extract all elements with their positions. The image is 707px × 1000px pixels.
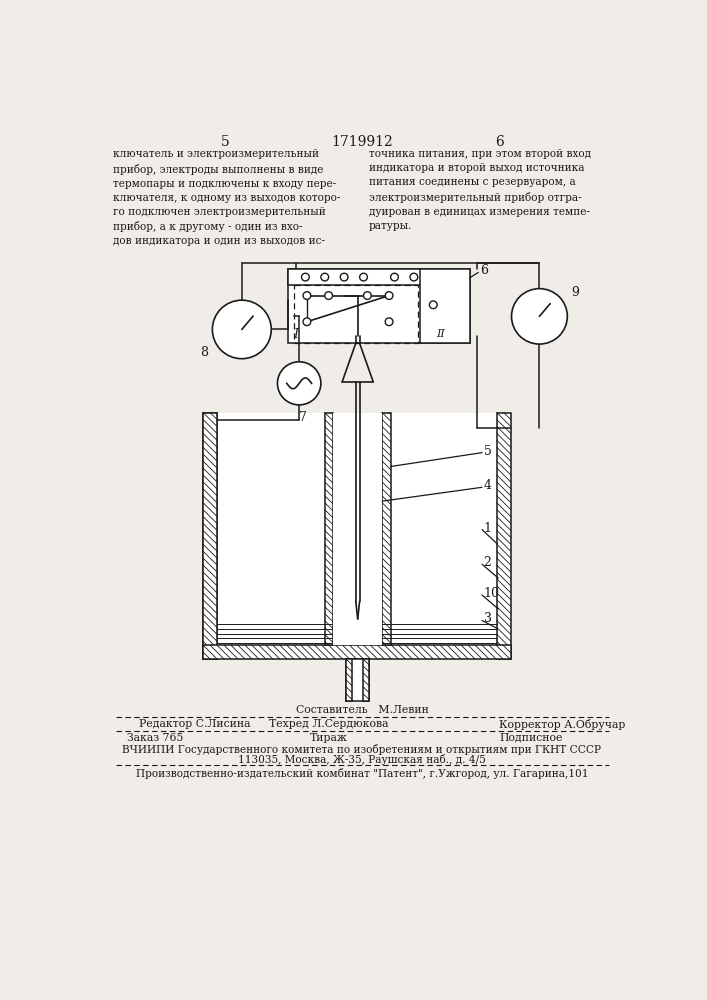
Text: 113035, Москва, Ж-35, Раушская наб., д. 4/5: 113035, Москва, Ж-35, Раушская наб., д. …	[238, 754, 486, 765]
Text: 9: 9	[571, 286, 579, 299]
Bar	[363, 659, 369, 701]
Text: 4: 4	[484, 479, 491, 492]
Bar	[288, 269, 423, 285]
Bar	[325, 413, 333, 645]
Bar	[203, 645, 510, 659]
Text: Корректор А.Обручар: Корректор А.Обручар	[499, 719, 626, 730]
Bar	[203, 413, 217, 659]
Circle shape	[429, 301, 437, 309]
Bar	[420, 269, 469, 343]
Text: 6: 6	[495, 135, 503, 149]
Bar	[288, 269, 469, 343]
Bar	[497, 413, 510, 659]
Text: 10: 10	[484, 587, 500, 600]
Text: 3: 3	[484, 612, 491, 625]
Text: 5: 5	[484, 445, 491, 458]
Circle shape	[391, 273, 398, 281]
Circle shape	[277, 362, 321, 405]
Circle shape	[363, 292, 371, 299]
Text: ВЧИИПИ Государственного комитета по изобретениям и открытиям при ГКНТ СССР: ВЧИИПИ Государственного комитета по изоб…	[122, 744, 602, 755]
Bar	[203, 413, 217, 659]
Bar	[346, 659, 352, 701]
Circle shape	[360, 273, 368, 281]
Circle shape	[303, 318, 311, 326]
Text: Производственно-издательский комбинат "Патент", г.Ужгород, ул. Гагарина,101: Производственно-издательский комбинат "П…	[136, 768, 588, 779]
Circle shape	[385, 318, 393, 326]
Text: Заказ 765: Заказ 765	[127, 733, 184, 743]
Circle shape	[385, 292, 393, 299]
Text: II: II	[437, 329, 445, 339]
Bar	[203, 413, 510, 659]
Text: 1: 1	[484, 522, 491, 535]
Text: ключатель и электроизмерительный
прибор, электроды выполнены в виде
термопары и : ключатель и электроизмерительный прибор,…	[113, 149, 341, 246]
Text: Техред Л.Сердюкова: Техред Л.Сердюкова	[269, 719, 388, 729]
Circle shape	[340, 273, 348, 281]
Text: I: I	[293, 328, 298, 341]
Text: 5: 5	[221, 135, 230, 149]
Text: Составитель   М.Левин: Составитель М.Левин	[296, 705, 428, 715]
Circle shape	[321, 273, 329, 281]
Text: 2: 2	[484, 556, 491, 569]
Text: 7: 7	[299, 411, 307, 424]
Bar	[333, 413, 382, 645]
Bar	[346, 659, 369, 701]
Text: 6: 6	[480, 264, 488, 277]
Text: точника питания, при этом второй вход
индикатора и второй выход источника
питани: точника питания, при этом второй вход ин…	[369, 149, 591, 231]
Text: 1719912: 1719912	[331, 135, 393, 149]
Text: Подписное: Подписное	[499, 733, 563, 743]
Bar	[293, 285, 418, 343]
Circle shape	[325, 292, 332, 299]
Text: 8: 8	[201, 346, 209, 359]
Text: Редактор С.Лисина: Редактор С.Лисина	[139, 719, 250, 729]
Bar	[382, 413, 391, 645]
Circle shape	[212, 300, 271, 359]
Circle shape	[301, 273, 309, 281]
Circle shape	[303, 292, 311, 299]
Text: Тираж: Тираж	[310, 733, 348, 743]
Circle shape	[512, 289, 567, 344]
Circle shape	[410, 273, 418, 281]
